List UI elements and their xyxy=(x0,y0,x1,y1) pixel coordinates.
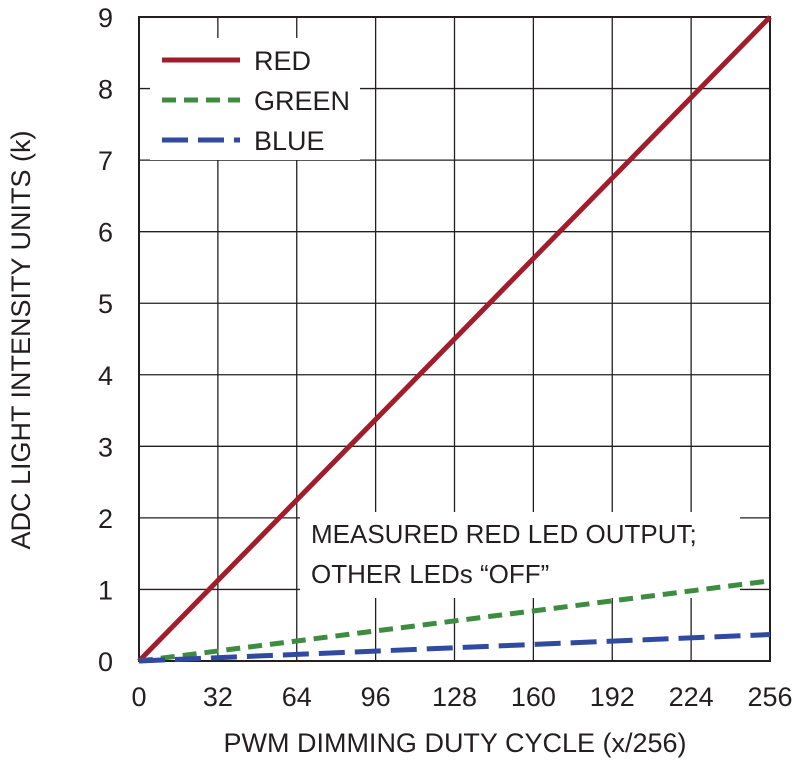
x-tick-label: 0 xyxy=(131,682,146,712)
legend-label-blue: BLUE xyxy=(254,126,325,156)
y-tick-label: 6 xyxy=(98,218,113,248)
x-tick-label: 192 xyxy=(590,682,635,712)
y-tick-label: 3 xyxy=(98,432,113,462)
y-tick-label: 1 xyxy=(98,575,113,605)
y-tick-labels: 0 1 2 3 4 5 6 7 8 9 xyxy=(98,3,113,677)
y-axis-title: ADC LIGHT INTENSITY UNITS (k) xyxy=(6,130,36,549)
y-tick-label: 9 xyxy=(98,3,113,33)
x-tick-label: 96 xyxy=(361,682,391,712)
series-line-red xyxy=(137,15,772,663)
y-tick-label: 7 xyxy=(98,146,113,176)
legend-label-green: GREEN xyxy=(254,86,350,116)
y-tick-label: 8 xyxy=(98,75,113,105)
x-tick-label: 64 xyxy=(282,682,312,712)
x-tick-label: 160 xyxy=(511,682,556,712)
y-tick-label: 4 xyxy=(98,361,113,391)
x-tick-labels: 0 32 64 96 128 160 192 224 256 xyxy=(131,682,792,712)
x-tick-label: 32 xyxy=(203,682,233,712)
annotation-line-1: MEASURED RED LED OUTPUT; xyxy=(311,519,697,549)
plot-frame xyxy=(138,16,771,662)
x-axis-title: PWM DIMMING DUTY CYCLE (x/256) xyxy=(223,728,686,758)
series-lines xyxy=(137,15,772,664)
annotation-background xyxy=(300,512,740,598)
series-line-blue xyxy=(138,632,771,664)
y-tick-label: 2 xyxy=(98,504,113,534)
y-tick-label: 5 xyxy=(98,289,113,319)
y-tick-label: 0 xyxy=(98,647,113,677)
annotation-line-2: OTHER LEDs “OFF” xyxy=(311,559,549,589)
legend-label-red: RED xyxy=(254,46,311,76)
annotation: MEASURED RED LED OUTPUT; OTHER LEDs “OFF… xyxy=(311,519,697,589)
grid xyxy=(139,17,770,661)
legend: RED GREEN BLUE xyxy=(162,46,350,156)
series-line-green xyxy=(138,578,771,664)
x-tick-label: 128 xyxy=(432,682,477,712)
x-tick-label: 224 xyxy=(669,682,714,712)
x-tick-label: 256 xyxy=(747,682,792,712)
